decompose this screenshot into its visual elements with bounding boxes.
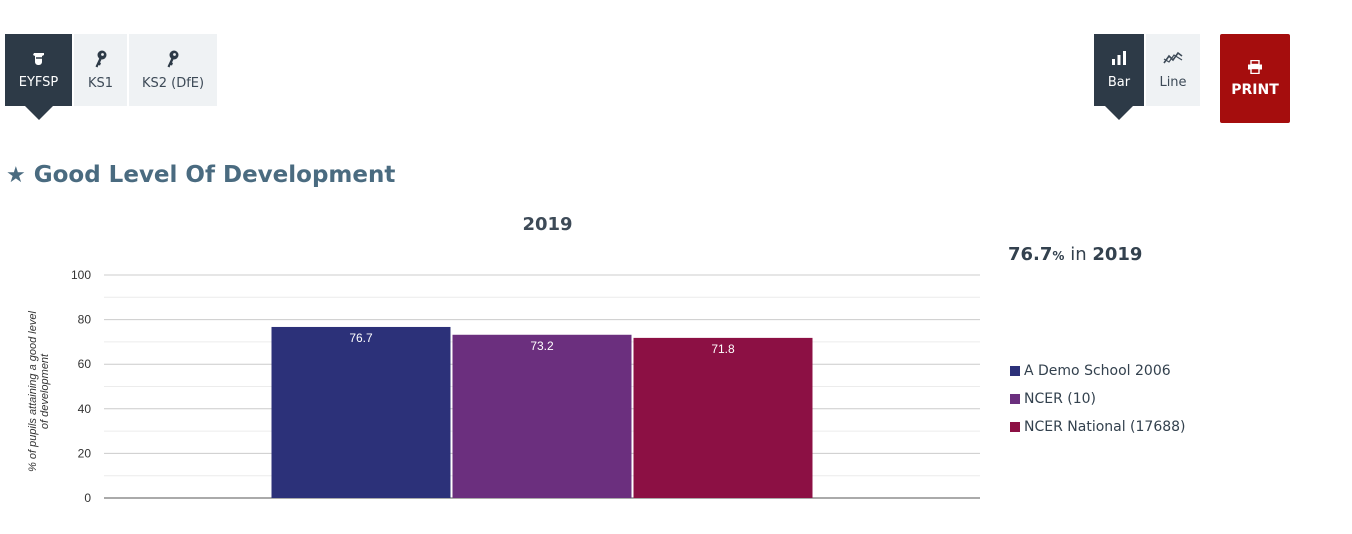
legend-item[interactable]: NCER National (17688)	[1010, 413, 1186, 441]
tab-label: EYFSP	[18, 74, 59, 90]
summary-percent: %	[1052, 249, 1065, 263]
legend-label: NCER (10)	[1024, 391, 1097, 407]
tab-label: KS1	[87, 75, 114, 91]
key-icon	[95, 50, 106, 67]
legend-swatch	[1010, 366, 1020, 376]
bar-view-label: Bar	[1107, 75, 1131, 90]
line-view-button[interactable]: Line	[1146, 34, 1200, 106]
legend-label: A Demo School 2006	[1024, 363, 1171, 379]
legend-label: NCER National (17688)	[1024, 419, 1186, 435]
summary-connector: in	[1070, 244, 1087, 265]
bar-data-label: 76.7	[349, 331, 373, 345]
y-axis-ticks: 0 20 40 60 80 100	[71, 268, 91, 505]
chart-title: 2019	[522, 214, 573, 235]
summary-stat: 76.7% in 2019	[1008, 244, 1142, 265]
bar-view-button[interactable]: Bar	[1094, 34, 1144, 120]
printer-icon	[1248, 59, 1262, 74]
summary-value: 76.7	[1008, 244, 1053, 265]
y-tick-label: 20	[78, 446, 92, 460]
tab-ks2-dfe[interactable]: KS2 (DfE)	[129, 34, 217, 106]
bar-chart: 0 20 40 60 80 100 76.7 73.2 71.8 % of pupils at…	[27, 268, 980, 505]
chart-view-toggle: Bar Line	[1094, 34, 1200, 120]
bar[interactable]	[271, 326, 451, 498]
line-chart-icon	[1163, 51, 1183, 64]
bar[interactable]	[452, 334, 632, 498]
tab-eyfsp[interactable]: EYFSP	[5, 34, 72, 120]
legend-item[interactable]: A Demo School 2006	[1010, 357, 1186, 385]
tab-ks1[interactable]: KS1	[74, 34, 127, 106]
flask-icon	[32, 52, 44, 65]
y-tick-label: 40	[78, 402, 92, 416]
y-tick-label: 60	[78, 357, 92, 371]
legend-swatch	[1010, 394, 1020, 404]
y-axis-label: % of pupils attaining a good levelof dev…	[27, 311, 51, 472]
legend-swatch	[1010, 422, 1020, 432]
legend-item[interactable]: NCER (10)	[1010, 385, 1186, 413]
key-icon	[167, 50, 179, 67]
tab-label: KS2 (DfE)	[141, 75, 205, 91]
chart-legend: A Demo School 2006 NCER (10) NCER National…	[1010, 357, 1186, 441]
bar-data-label: 73.2	[530, 339, 554, 353]
print-button[interactable]: PRINT	[1220, 34, 1290, 123]
assessment-tabs: EYFSP KS1 KS2 (DfE)	[5, 34, 217, 120]
chart-bars: 76.7 73.2 71.8	[271, 326, 813, 498]
summary-year: 2019	[1092, 244, 1143, 265]
section-title-text: Good Level Of Development	[33, 162, 396, 188]
y-tick-label: 0	[84, 491, 91, 505]
section-title: ★ Good Level Of Development	[6, 162, 395, 188]
y-tick-label: 100	[71, 268, 91, 282]
star-icon: ★	[6, 162, 26, 188]
y-tick-label: 80	[78, 313, 92, 327]
line-view-label: Line	[1159, 75, 1187, 90]
print-label: PRINT	[1231, 81, 1279, 98]
bar-data-label: 71.8	[711, 342, 735, 356]
bar[interactable]	[633, 337, 813, 498]
bar-chart-icon	[1112, 51, 1126, 65]
